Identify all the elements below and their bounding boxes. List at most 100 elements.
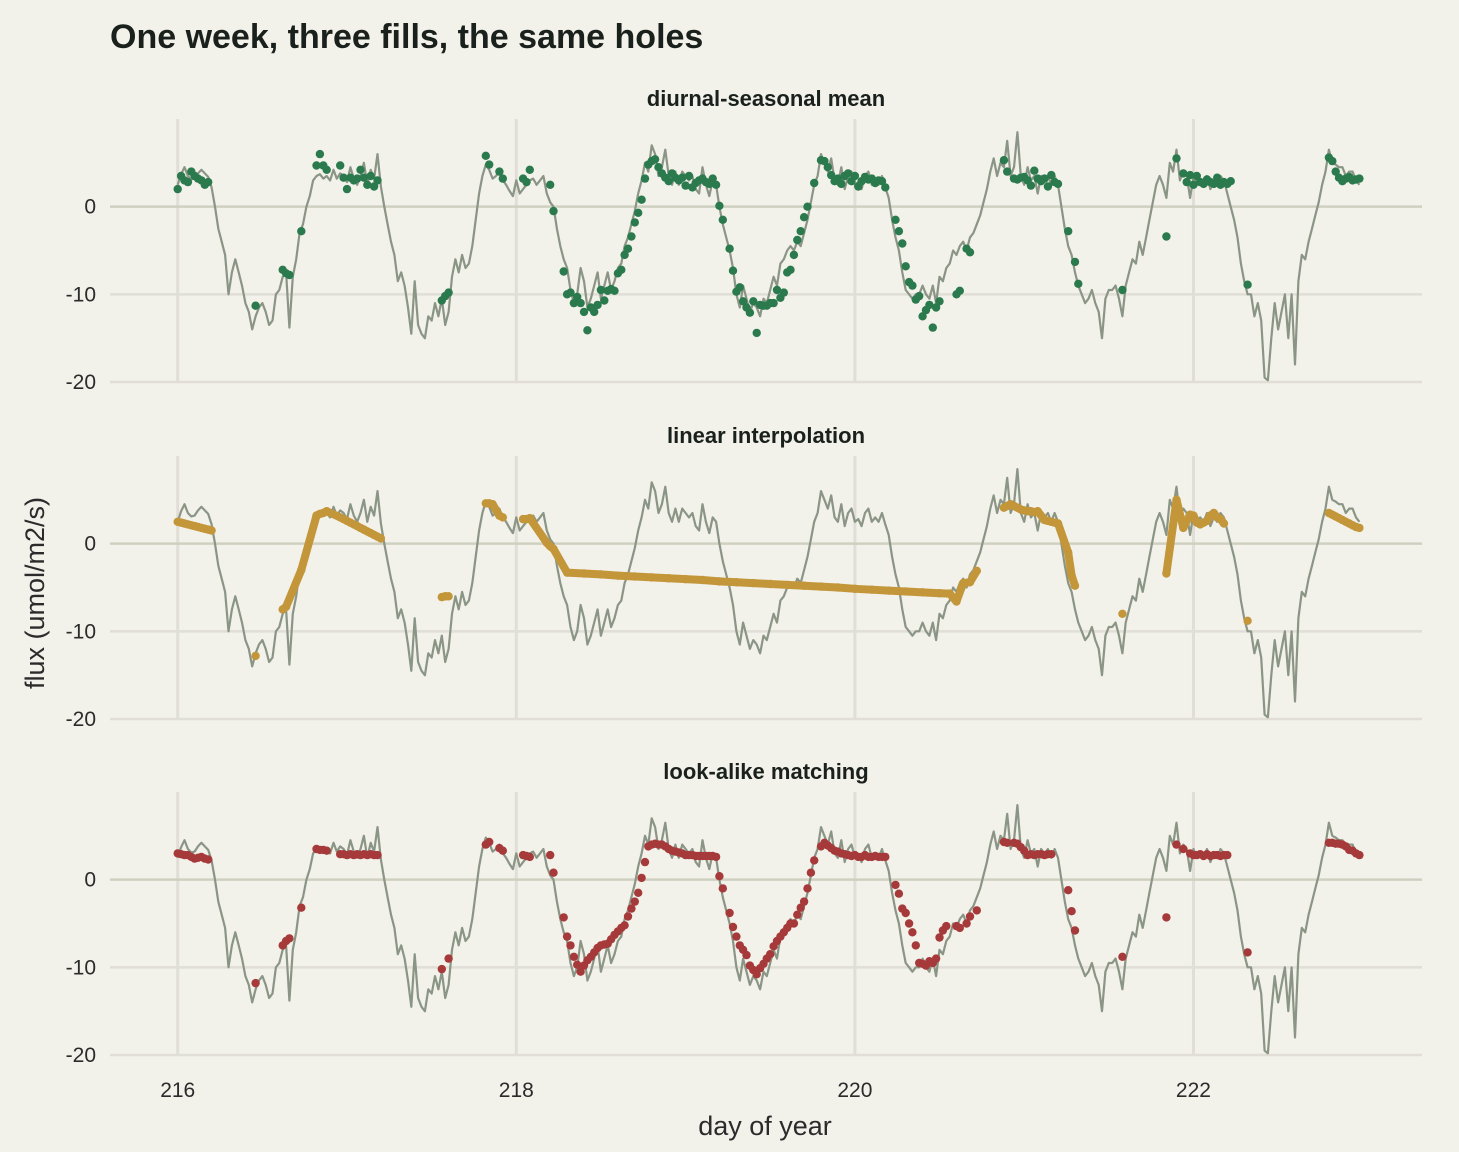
gap-fill-point	[654, 163, 663, 172]
gap-fill-point	[827, 170, 836, 180]
gap-fill-point	[559, 913, 568, 922]
gap-fill-point	[1070, 257, 1080, 267]
gap-fill-point	[749, 297, 758, 306]
gap-fill-point	[600, 296, 609, 305]
facet-label: diurnal-seasonal mean	[647, 86, 885, 111]
gap-fill-point	[634, 888, 643, 897]
gap-fill-point	[590, 307, 599, 317]
gap-fill-point	[498, 846, 507, 855]
gap-fill-point	[285, 270, 294, 280]
x-tick-label: 222	[1176, 1079, 1211, 1102]
gap-fill-point	[576, 967, 585, 976]
gap-fill-point	[562, 932, 572, 941]
interpolation-segment	[282, 565, 306, 611]
gap-fill-point	[738, 297, 748, 306]
gap-fill-point	[1355, 174, 1364, 183]
gap-fill-point	[972, 906, 981, 915]
gap-fill-point	[711, 180, 721, 189]
y-tick-label: -20	[66, 708, 96, 731]
gap-fill-point	[735, 283, 744, 292]
gap-fill-point	[904, 919, 914, 928]
gap-fill-point	[799, 213, 809, 222]
interpolation-segment	[1067, 571, 1079, 590]
interpolation-segment	[1351, 523, 1364, 532]
gap-fill-point	[766, 950, 775, 959]
gap-fill-point	[911, 941, 920, 950]
y-tick-label: -20	[66, 371, 96, 394]
gap-fill-point	[620, 921, 629, 930]
gap-fill-point	[772, 285, 782, 295]
gap-fill-point	[894, 227, 904, 236]
gap-fill-point	[525, 852, 534, 862]
gap-fill-point	[1118, 952, 1127, 961]
gap-fill-point	[573, 292, 582, 302]
gap-fill-point	[806, 868, 816, 877]
gap-fill-point	[312, 161, 321, 170]
gap-fill-point	[369, 182, 379, 191]
x-tick-label: 218	[499, 1079, 534, 1102]
interpolation-segment	[525, 514, 551, 547]
gap-fill-point	[1162, 913, 1171, 922]
gap-fill-point	[1003, 838, 1012, 847]
gap-fill-point	[1074, 279, 1083, 288]
gap-fill-point	[579, 307, 589, 317]
gap-fill-point	[752, 328, 761, 338]
gap-fill-point	[955, 286, 964, 295]
gap-fill-point	[942, 921, 951, 931]
gap-fill-point	[339, 173, 348, 182]
gap-fill-point	[1026, 181, 1036, 190]
gap-fill-point	[928, 323, 937, 332]
gap-fill-point	[437, 964, 446, 974]
y-tick-label: -10	[66, 956, 96, 979]
gap-fill-point	[711, 852, 721, 862]
y-tick-label: -10	[66, 620, 96, 643]
gap-fill-point	[752, 970, 761, 979]
gap-fill-point	[1030, 166, 1039, 175]
facet-panel: look-alike matching 0 -10 -20	[66, 759, 1422, 1067]
y-tick-label: -20	[66, 1044, 96, 1067]
y-tick-label: 0	[84, 869, 96, 892]
interpolation-segment	[549, 544, 572, 577]
gap-fill-point	[823, 163, 832, 172]
gap-fill-point	[627, 904, 636, 913]
gap-fill-point	[810, 178, 819, 188]
gap-fill-point	[623, 912, 633, 921]
gap-fill-point	[789, 919, 799, 928]
gap-fill-point	[569, 952, 579, 961]
gap-fill-point	[576, 298, 585, 308]
interpolation-segment	[495, 511, 507, 522]
gap-fill-point	[251, 978, 260, 988]
x-tick-label: 216	[160, 1079, 195, 1102]
gap-fill-point	[522, 177, 531, 187]
gap-fill-point	[1064, 886, 1073, 895]
gap-fill-point	[1064, 227, 1073, 236]
gap-fill-point	[1192, 171, 1202, 181]
gap-fill-point	[1182, 177, 1191, 187]
gap-fill-point	[728, 266, 738, 275]
gap-fill-point	[1179, 844, 1188, 854]
gap-fill-point	[342, 184, 352, 194]
gap-fill-point	[495, 167, 504, 176]
gap-fill-point	[373, 176, 382, 185]
gap-fill-point	[1053, 179, 1063, 189]
gap-fill-point	[898, 239, 907, 248]
gap-fill-point	[183, 177, 193, 187]
gap-fill-point	[796, 227, 805, 236]
gap-fill-point	[593, 300, 602, 310]
gap-fill-point	[444, 954, 453, 963]
gap-fill-point	[285, 934, 294, 943]
gap-fill-point	[732, 932, 741, 941]
gap-fill-point	[1243, 948, 1252, 957]
interpolation-segment	[373, 532, 385, 543]
gap-fill-point	[779, 288, 788, 297]
gap-fill-point	[918, 312, 927, 321]
gap-fill-point	[955, 923, 964, 933]
gap-fill-point	[634, 208, 643, 217]
gap-fill-point	[583, 326, 592, 335]
gap-fill-point	[1043, 182, 1053, 191]
gap-fill-point	[525, 165, 534, 174]
gap-fill-point	[901, 262, 910, 271]
gap-fill-point	[1185, 170, 1195, 180]
gap-fill-point	[786, 265, 795, 274]
